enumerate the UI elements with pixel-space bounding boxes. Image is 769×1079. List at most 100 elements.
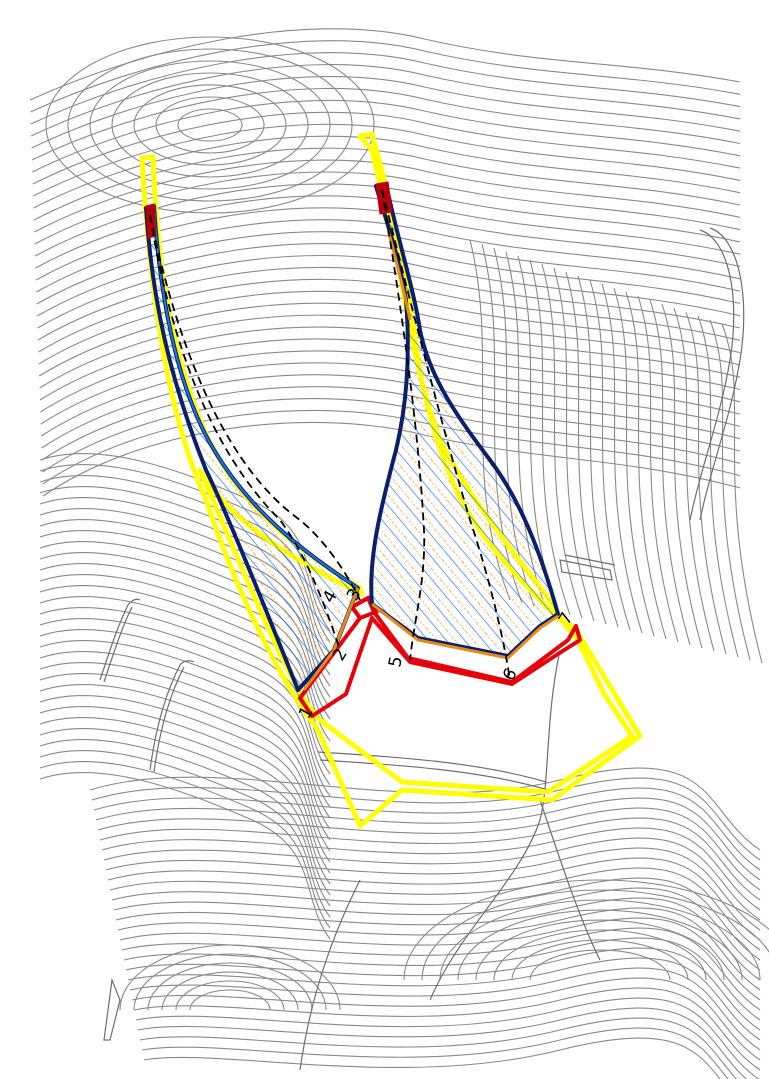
contour-line xyxy=(577,275,619,628)
contour-line xyxy=(39,607,331,775)
contour-line xyxy=(439,899,761,981)
contour-line xyxy=(39,706,331,874)
contour-line xyxy=(161,971,299,1011)
contour-line xyxy=(32,123,741,197)
contour-line xyxy=(637,295,679,643)
contour-line xyxy=(139,1017,738,1079)
contour-line xyxy=(30,40,741,113)
contour-line xyxy=(34,183,741,257)
contour-line xyxy=(625,291,667,640)
contour-line xyxy=(89,60,331,190)
contour-line xyxy=(32,99,741,173)
contour-line xyxy=(39,739,331,907)
contour-line xyxy=(89,767,761,851)
contour-line xyxy=(38,302,741,377)
contour-line xyxy=(135,997,760,1079)
contour-line xyxy=(38,290,741,365)
contour-line xyxy=(613,287,655,637)
contour-line xyxy=(93,787,761,871)
contour-line xyxy=(39,662,331,830)
contour-line xyxy=(127,957,761,1041)
contour-line xyxy=(661,303,703,649)
contour-line xyxy=(119,917,761,1001)
contour-line xyxy=(39,728,331,896)
contour-line xyxy=(37,255,741,329)
contour-line xyxy=(119,944,341,1011)
building-footprint xyxy=(448,718,468,741)
contour-line xyxy=(30,52,741,125)
deposit-zone xyxy=(298,595,582,718)
contour-line xyxy=(95,797,761,881)
contour-line xyxy=(559,559,613,581)
contour-line xyxy=(564,554,616,566)
contour-line xyxy=(589,279,631,631)
contour-line xyxy=(39,717,331,885)
contour-line xyxy=(319,759,549,791)
contour-line xyxy=(403,879,769,981)
contour-line xyxy=(99,817,761,901)
contour-line xyxy=(131,977,761,1061)
contour-line xyxy=(31,75,741,149)
contour-line xyxy=(539,799,601,961)
contour-line xyxy=(39,695,331,863)
retaining-walls xyxy=(99,598,195,773)
contour-line xyxy=(511,939,689,981)
contour-line xyxy=(111,877,761,961)
contour-line xyxy=(125,947,761,1031)
contour-line xyxy=(475,919,725,981)
contour-line xyxy=(697,315,739,658)
contour-line xyxy=(31,87,741,161)
contour-line xyxy=(133,84,287,166)
building-footprint xyxy=(156,744,190,792)
contour-line xyxy=(39,673,331,841)
contour-line xyxy=(189,989,271,1011)
contour-line xyxy=(123,937,761,1021)
contour-line xyxy=(103,977,121,1041)
contour-line xyxy=(40,338,741,413)
contour-line xyxy=(103,837,761,921)
contour-line xyxy=(107,857,761,941)
contour-line xyxy=(147,962,313,1011)
contour-line xyxy=(177,108,243,142)
contour-line xyxy=(39,684,331,852)
contour-line xyxy=(709,319,751,661)
contour-line xyxy=(699,227,745,521)
contour-line xyxy=(421,889,769,981)
contour-line xyxy=(39,750,331,918)
contour-line xyxy=(553,267,595,622)
contour-line xyxy=(299,879,361,1071)
contour-line xyxy=(133,987,761,1071)
contour-line xyxy=(39,574,331,742)
contour-line xyxy=(36,219,741,293)
contour-line xyxy=(38,278,741,353)
contour-line xyxy=(45,36,375,214)
contour-line xyxy=(35,195,741,269)
contour-line xyxy=(39,651,331,819)
contour-lines xyxy=(29,28,769,1079)
contour-line xyxy=(541,263,583,619)
contour-line xyxy=(39,640,331,808)
contour-line xyxy=(40,350,741,425)
contour-line xyxy=(105,847,761,931)
contour-line xyxy=(129,967,761,1051)
contour-line xyxy=(32,111,741,185)
contour-line xyxy=(29,28,741,101)
contour-line xyxy=(529,949,671,981)
contour-line xyxy=(517,255,559,613)
contour-line xyxy=(685,311,727,655)
contour-line xyxy=(36,231,741,305)
contour-line xyxy=(141,1027,729,1079)
contour-line xyxy=(101,827,761,911)
contour-line xyxy=(493,929,707,981)
contour-line xyxy=(41,374,741,449)
contour-line xyxy=(155,96,265,154)
contour-line xyxy=(429,649,561,1001)
contour-line xyxy=(673,307,715,652)
contour-line xyxy=(649,299,691,646)
contour-line xyxy=(36,243,741,317)
contour-line xyxy=(40,362,741,437)
contour-line xyxy=(39,629,331,797)
contour-line xyxy=(317,751,547,783)
contour-line xyxy=(689,229,735,521)
